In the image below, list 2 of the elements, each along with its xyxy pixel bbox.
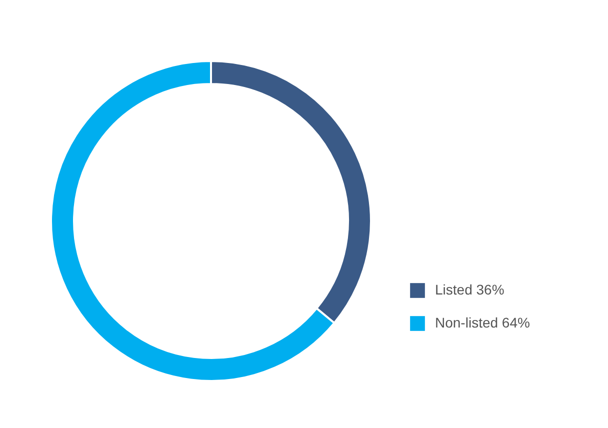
legend-label: Listed 36% (435, 282, 504, 298)
legend-label: Non-listed 64% (435, 314, 530, 330)
